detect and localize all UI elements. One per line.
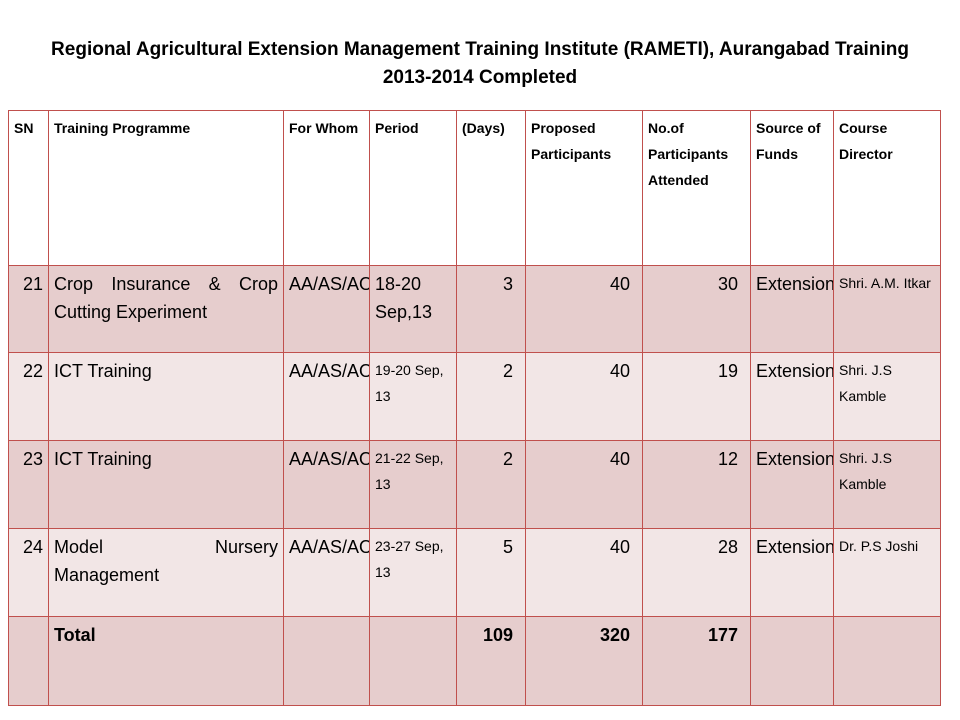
row-period: 19-20 Sep, 13 — [369, 352, 457, 441]
title-line-2: 2013-2014 Completed — [382, 67, 578, 88]
header-proposed: Proposed Participants — [525, 110, 643, 266]
row-source: Extension — [750, 528, 834, 617]
row-days: 3 — [456, 265, 526, 353]
total-label: Total — [48, 616, 284, 706]
row-sn: 24 — [8, 528, 49, 617]
row-director: Dr. P.S Joshi — [833, 528, 941, 617]
title-line-1: Regional Agricultural Extension Manageme… — [51, 39, 909, 60]
row-for-whom: AA/AS/AO — [283, 265, 370, 353]
table-row: 21 Crop Insurance & Crop Cutting Experim… — [8, 265, 941, 353]
total-source-empty — [750, 616, 834, 706]
row-programme: ICT Training — [48, 440, 284, 529]
row-sn: 23 — [8, 440, 49, 529]
row-for-whom: AA/AS/AO — [283, 440, 370, 529]
row-programme: Model Nursery Management — [48, 528, 284, 617]
row-programme: Crop Insurance & Crop Cutting Experiment — [48, 265, 284, 353]
row-programme: ICT Training — [48, 352, 284, 441]
row-proposed: 40 — [525, 265, 643, 353]
row-for-whom: AA/AS/AO — [283, 528, 370, 617]
table-row: 24 Model Nursery Management AA/AS/AO 23-… — [8, 528, 941, 617]
header-days: (Days) — [456, 110, 526, 266]
row-for-whom: AA/AS/AO — [283, 352, 370, 441]
row-days: 2 — [456, 440, 526, 529]
row-source: Extension — [750, 265, 834, 353]
header-source: Source of Funds — [750, 110, 834, 266]
header-attended: No.of Participants Attended — [642, 110, 751, 266]
row-director: Shri. A.M. Itkar — [833, 265, 941, 353]
header-period: Period — [369, 110, 457, 266]
row-attended: 28 — [642, 528, 751, 617]
total-director-empty — [833, 616, 941, 706]
row-period: 21-22 Sep, 13 — [369, 440, 457, 529]
row-period: 23-27 Sep, 13 — [369, 528, 457, 617]
total-days: 109 — [456, 616, 526, 706]
header-sn: SN — [8, 110, 49, 266]
table-row: 23 ICT Training AA/AS/AO 21-22 Sep, 13 2… — [8, 440, 941, 529]
row-attended: 12 — [642, 440, 751, 529]
total-attended: 177 — [642, 616, 751, 706]
header-row: SN Training Programme For Whom Period (D… — [8, 110, 941, 266]
row-sn: 22 — [8, 352, 49, 441]
row-proposed: 40 — [525, 440, 643, 529]
total-proposed: 320 — [525, 616, 643, 706]
row-period: 18-20 Sep,13 — [369, 265, 457, 353]
row-proposed: 40 — [525, 352, 643, 441]
row-director: Shri. J.S Kamble — [833, 440, 941, 529]
row-days: 5 — [456, 528, 526, 617]
row-days: 2 — [456, 352, 526, 441]
header-for-whom: For Whom — [283, 110, 370, 266]
header-programme: Training Programme — [48, 110, 284, 266]
total-row: Total 109 320 177 — [8, 616, 941, 706]
row-attended: 30 — [642, 265, 751, 353]
total-period-empty — [369, 616, 457, 706]
training-table: SN Training Programme For Whom Period (D… — [8, 110, 941, 706]
table-row: 22 ICT Training AA/AS/AO 19-20 Sep, 13 2… — [8, 352, 941, 441]
row-director: Shri. J.S Kamble — [833, 352, 941, 441]
total-whom-empty — [283, 616, 370, 706]
header-director: Course Director — [833, 110, 941, 266]
document-title: Regional Agricultural Extension Manageme… — [0, 36, 960, 92]
row-source: Extension — [750, 352, 834, 441]
row-proposed: 40 — [525, 528, 643, 617]
row-sn: 21 — [8, 265, 49, 353]
row-source: Extension — [750, 440, 834, 529]
row-attended: 19 — [642, 352, 751, 441]
total-sn-empty — [8, 616, 49, 706]
